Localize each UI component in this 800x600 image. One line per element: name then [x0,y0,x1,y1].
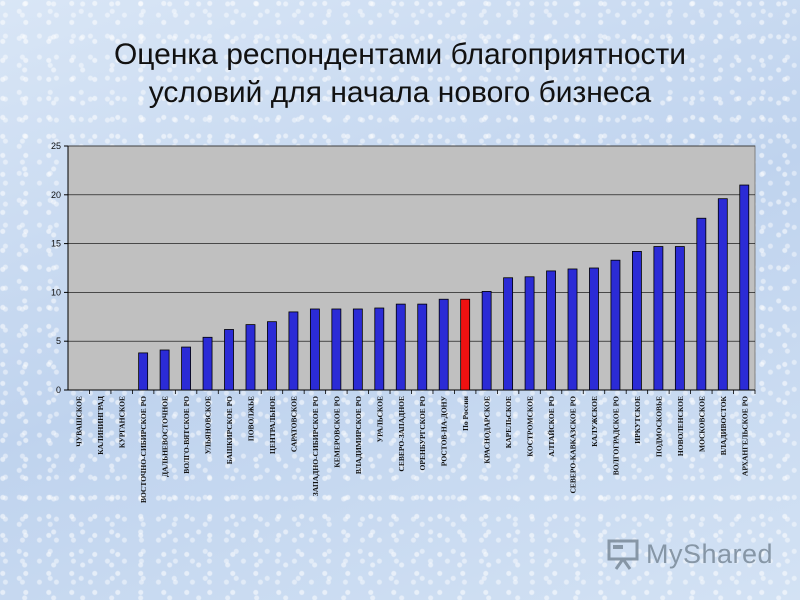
x-tick-label: КРАСНОДАРСКОЕ [483,396,492,464]
bar [159,349,170,391]
x-tick-label: ВОСТОЧНО-СИБИРСКОЕ РО [139,396,148,503]
bar [245,324,256,391]
bar [567,268,578,391]
bar [202,336,213,391]
bar [395,303,406,391]
bar [632,251,642,391]
plot-area [67,145,756,391]
y-tick-label: 25 [51,141,61,151]
bar [546,270,556,391]
bar [739,184,750,391]
x-tick-label: УЛЬЯНОВСКОЕ [204,396,213,454]
x-tick-label: КУРГАНСКОЕ [118,396,127,448]
x-tick-label: ВЛАДИВОСТОК [719,395,728,455]
bar [288,311,299,391]
bar [224,329,234,391]
y-tick-label: 5 [56,336,61,346]
x-tick-label: КАЛУЖСКОЕ [590,396,599,447]
bar-chart: 0 5 10 15 20 25 ЧУВАШСКОЕ КАЛИНИНГРАД КУРГАНСКОЕ… [51,141,756,503]
bar [417,303,428,391]
bar [717,198,728,391]
x-tick-label: По России [461,395,470,431]
bar [438,298,449,391]
bar [181,346,191,391]
x-tick-label: САРАТОВСКОЕ [289,396,298,452]
x-tick-label: УРАЛЬСКОЕ [375,396,384,442]
bar [267,321,277,391]
bar [524,276,535,391]
bar [374,307,385,391]
x-tick-label: ДАЛЬНЕВОСТОЧНОЕ [161,396,170,477]
x-tick-label: КОСТРОМСКОЕ [526,396,535,457]
slide-title: Оценка респондентами благоприятности усл… [60,36,740,112]
x-tick-label: КАЛИНИНГРАД [96,395,105,455]
y-tick-label: 10 [51,287,61,297]
y-tick-label: 20 [51,190,61,200]
x-tick-label: СЕВЕРО-КАВКАЗСКОЕ РО [569,396,578,494]
bar [503,277,514,391]
slide-title-line-2: условий для начала нового бизнеса [148,76,652,109]
y-tick-label: 15 [51,239,61,249]
bar [138,352,149,391]
x-tick-label: АЛТАЙСКОЕ РО [547,396,556,457]
x-tick-label: ВЛАДИМИРСКОЕ РО [354,396,363,474]
x-tick-label: ЧУВАШСКОЕ [75,396,84,447]
y-tick-label: 0 [56,385,61,395]
x-tick-label: ОРЕНБУРГСКОЕ РО [418,396,427,471]
x-tick-label: ЦЕНТРАЛЬНОЕ [268,396,277,454]
x-tick-label: ЗАПАДНО-СИБИРСКОЕ РО [311,396,320,496]
x-tick-label: КЕМЕРОВСКОЕ РО [332,396,341,468]
x-tick-label: АРХАНГЕЛЬСКОЕ РО [740,396,749,476]
x-tick-label: БАШКИРСКОЕ РО [225,396,234,464]
bar [610,259,621,391]
x-tick-label: ВОЛГО-ВЯТСКОЕ РО [182,396,191,474]
bar [481,291,492,391]
x-tick-label: РОСТОВ-НА-ДОНУ [440,396,449,467]
watermark: MyShared [606,537,773,571]
x-tick-label: ИРКУТСКОЕ [633,396,642,444]
slide-title-line-1: Оценка респондентами благоприятности [113,38,687,71]
bar [653,246,664,391]
x-tick-label: ПОВОЛЖЬЕ [246,396,255,441]
bar [352,308,363,391]
bar [696,217,707,391]
presentation-board-icon [607,539,639,570]
x-tick-label: ПОДМОСКОВЬЕ [654,396,663,457]
x-tick-label: МОСКОВСКОЕ [697,396,706,452]
bar [589,267,599,391]
x-tick-label: СЕВЕРО-ЗАПАДНОЕ [397,396,406,472]
watermark-text: MyShared [646,538,774,569]
x-tick-label: ВОЛГОГРАДСКОЕ РО [611,396,620,475]
bar [674,246,685,391]
bar-highlight [460,298,471,391]
bar [331,308,342,391]
x-tick-label: КАРЕЛЬСКОЕ [504,396,513,448]
x-tick-label: НОВОЛЕНСКОЕ [676,396,685,456]
bar [309,308,320,391]
